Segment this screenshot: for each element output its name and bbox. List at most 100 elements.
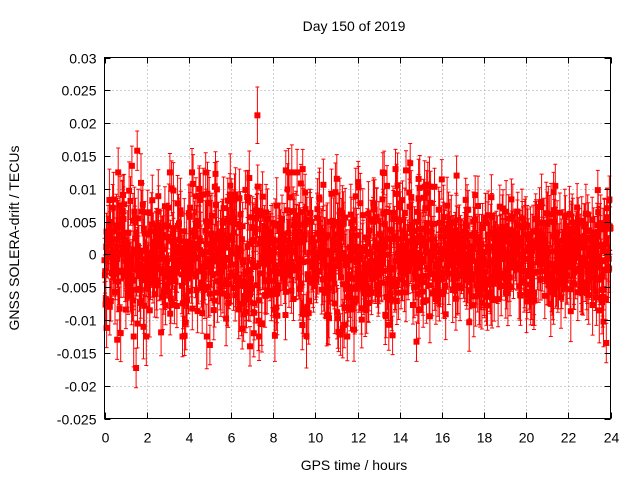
data-point (437, 246, 444, 253)
data-point (453, 172, 460, 179)
data-point (482, 268, 489, 275)
data-point (313, 272, 320, 279)
data-point (542, 236, 549, 243)
data-point (435, 206, 442, 213)
data-point (334, 309, 341, 316)
data-point (558, 280, 565, 287)
data-point (379, 258, 386, 265)
data-point (243, 292, 250, 299)
data-point (587, 244, 594, 251)
data-point (432, 270, 439, 277)
data-point (299, 310, 306, 317)
data-point (388, 228, 395, 235)
data-point (200, 275, 207, 282)
data-point (356, 275, 363, 282)
data-point (251, 309, 258, 316)
data-point (438, 256, 445, 262)
data-point (326, 315, 332, 322)
data-point (290, 296, 297, 302)
data-point (164, 233, 171, 240)
data-point (402, 233, 409, 240)
data-point (492, 254, 499, 261)
data-point (227, 272, 234, 279)
data-point (172, 278, 179, 285)
data-point (495, 246, 502, 253)
data-point (554, 241, 561, 248)
data-point (186, 243, 193, 249)
data-point (606, 196, 613, 203)
data-point (105, 231, 111, 238)
data-point (522, 267, 529, 274)
data-point (361, 274, 368, 281)
data-point (433, 264, 440, 271)
data-point (295, 274, 302, 281)
data-point (272, 222, 279, 229)
data-point (566, 211, 573, 218)
data-point (510, 264, 517, 271)
x-tick-label: 0 (102, 430, 110, 446)
data-point (533, 215, 539, 222)
data-point (273, 304, 280, 311)
data-point (331, 247, 337, 254)
data-point (488, 213, 495, 220)
data-point (129, 266, 136, 273)
data-point (127, 198, 134, 204)
data-point (315, 250, 322, 257)
data-point (550, 207, 557, 214)
data-point (255, 317, 262, 324)
data-point (581, 232, 588, 239)
data-point (122, 306, 129, 313)
data-point (203, 333, 210, 340)
data-point (411, 243, 418, 250)
data-point (304, 271, 311, 278)
data-point (556, 209, 563, 216)
data-point (161, 285, 168, 292)
data-point (242, 186, 249, 193)
data-point (431, 183, 438, 190)
data-point (340, 220, 347, 227)
data-point (230, 229, 237, 236)
data-point (230, 284, 237, 291)
data-point (514, 208, 521, 215)
data-point (138, 208, 145, 215)
data-point (318, 286, 325, 293)
data-point (345, 271, 352, 278)
data-point (370, 218, 376, 225)
data-point (548, 262, 555, 269)
data-point (400, 228, 407, 235)
data-point (529, 238, 536, 245)
data-point (262, 252, 269, 259)
data-point (463, 222, 470, 229)
data-point (166, 279, 173, 286)
data-point (416, 307, 422, 314)
data-point (138, 179, 144, 186)
data-point (416, 184, 423, 191)
data-point (108, 239, 115, 246)
data-point (200, 191, 207, 198)
data-point (218, 245, 225, 252)
data-point (539, 247, 546, 254)
data-point (250, 237, 257, 244)
data-point (176, 250, 183, 257)
data-point (582, 279, 589, 286)
data-point (543, 277, 550, 284)
data-point (302, 189, 309, 196)
data-point (247, 280, 254, 287)
data-point (464, 271, 471, 278)
data-point (308, 238, 315, 245)
data-point (392, 166, 399, 173)
data-point (217, 278, 224, 285)
data-point (383, 313, 389, 320)
data-point (395, 289, 402, 296)
data-point (541, 292, 548, 299)
data-point (461, 253, 467, 260)
data-point (575, 265, 582, 272)
data-point (128, 162, 135, 169)
data-point (174, 265, 181, 272)
data-point (515, 241, 522, 248)
data-point (426, 313, 433, 320)
data-point (531, 297, 538, 304)
data-point (589, 302, 596, 308)
data-point (586, 268, 593, 274)
data-point (111, 228, 118, 235)
